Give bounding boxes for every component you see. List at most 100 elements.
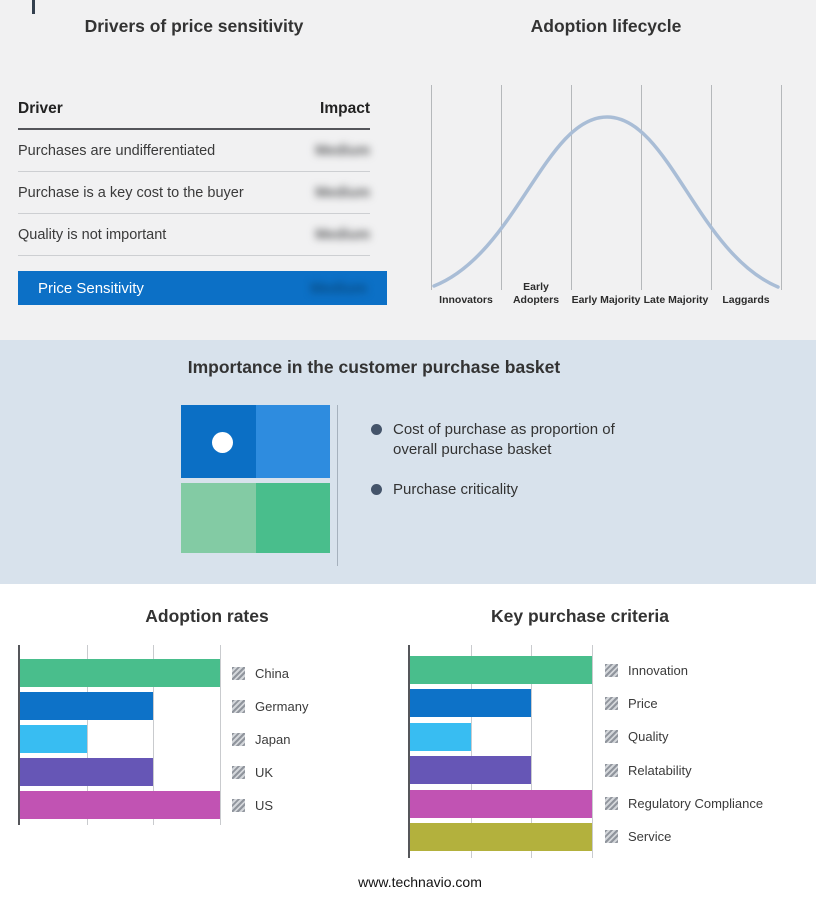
- bar-innovation: [410, 656, 592, 684]
- legend-item: UK: [232, 758, 308, 786]
- quadrant-cell-bottom-right: [256, 483, 330, 553]
- legend-swatch-icon: [232, 798, 245, 812]
- legend-label: Germany: [255, 698, 309, 714]
- legend-label: Innovation: [628, 662, 688, 678]
- price-sensitivity-label: Price Sensitivity: [38, 279, 144, 297]
- key-purchase-criteria-legend: Innovation Price Quality Relatability Re…: [605, 656, 763, 856]
- legend-item: US: [232, 791, 308, 819]
- legend-swatch-icon: [605, 830, 618, 844]
- legend-swatch-icon: [605, 730, 618, 744]
- adoption-rates-title: Adoption rates: [145, 606, 269, 626]
- footer-url: www.technavio.com: [358, 874, 482, 890]
- page-edge-mark: [32, 0, 35, 14]
- legend-label: Service: [628, 829, 672, 845]
- legend-label: Quality: [628, 729, 669, 745]
- gridline: [592, 645, 593, 858]
- table-row: Purchase is a key cost to the buyer Medi…: [18, 172, 370, 214]
- legend-label: Price: [628, 695, 658, 711]
- table-row: Quality is not important Medium: [18, 214, 370, 256]
- bar-quality: [410, 722, 471, 751]
- legend-item: Japan: [232, 725, 308, 753]
- legend-swatch-icon: [232, 666, 245, 680]
- impact-cell-blurred: Medium: [315, 184, 370, 201]
- legend-item: Innovation: [605, 656, 763, 684]
- bar-japan: [20, 725, 87, 753]
- bar-china: [20, 659, 220, 687]
- legend-label: Regulatory Compliance: [628, 796, 764, 812]
- gridline: [153, 645, 155, 825]
- legend-label: UK: [255, 764, 274, 780]
- list-item: Purchase criticality: [371, 480, 639, 500]
- lifecycle-curve-path: [432, 115, 780, 289]
- impact-cell-blurred: Medium: [315, 226, 370, 243]
- gridline: [781, 85, 782, 290]
- gridline: [501, 85, 502, 290]
- legend-item: Regulatory Compliance: [605, 790, 763, 818]
- legend-swatch-icon: [605, 696, 618, 710]
- gridline: [531, 645, 533, 858]
- table-row: Purchases are undifferentiated Medium: [18, 130, 370, 172]
- driver-cell: Quality is not important: [18, 226, 167, 243]
- drivers-table-header: Driver Impact: [18, 88, 370, 130]
- legend-item: Price: [605, 689, 763, 717]
- quadrant-axis-line: [337, 405, 338, 566]
- bullet-text: Cost of purchase as proportion of overal…: [393, 421, 615, 458]
- middle-band-background: [0, 340, 816, 584]
- gridline: [571, 85, 572, 290]
- quadrant-cell-top-right: [256, 405, 330, 478]
- legend-label: US: [255, 797, 274, 813]
- lifecycle-curve: [432, 115, 780, 289]
- stage-label-innovators: Innovators: [439, 293, 493, 306]
- legend-swatch-icon: [232, 765, 245, 779]
- lifecycle-stage-labels: Innovators Early Adopters Early Majority…: [431, 280, 781, 306]
- legend-item: China: [232, 659, 308, 687]
- bar-group: [20, 645, 220, 819]
- adoption-rates-plot: [18, 645, 221, 825]
- bar-germany: [20, 692, 154, 720]
- bullet-icon: [371, 484, 382, 495]
- driver-cell: Purchase is a key cost to the buyer: [18, 184, 244, 201]
- gridline: [641, 85, 642, 290]
- legend-swatch-icon: [605, 763, 618, 777]
- drivers-table: Driver Impact Purchases are undifferenti…: [18, 88, 370, 256]
- legend-label: Relatability: [628, 762, 692, 778]
- legend-item: Relatability: [605, 756, 763, 784]
- quadrant-cell-top-left: [181, 405, 256, 478]
- impact-cell-blurred: Medium: [315, 142, 370, 159]
- legend-item: Service: [605, 823, 763, 851]
- purchase-basket-quadrant: [181, 405, 330, 553]
- basket-bullet-list: Cost of purchase as proportion of overal…: [371, 420, 639, 521]
- bar-relatability: [410, 756, 532, 785]
- stage-label-early-majority: Early Majority: [571, 293, 641, 306]
- legend-item: Germany: [232, 692, 308, 720]
- bar-us: [20, 791, 220, 819]
- legend-item: Quality: [605, 723, 763, 751]
- bar-regulatory-compliance: [410, 789, 592, 818]
- basket-panel-title: Importance in the customer purchase bask…: [187, 357, 561, 377]
- driver-column-header: Driver: [18, 100, 63, 117]
- gridline: [470, 645, 472, 858]
- stage-label-laggards: Laggards: [722, 293, 770, 306]
- price-sensitivity-row: Price Sensitivity Medium: [18, 271, 387, 305]
- legend-swatch-icon: [232, 699, 245, 713]
- adoption-rates-legend: China Germany Japan UK US: [232, 659, 308, 824]
- bullet-icon: [371, 424, 382, 435]
- bar-group: [410, 645, 592, 851]
- legend-label: Japan: [255, 731, 291, 747]
- gridline: [220, 645, 221, 825]
- price-sensitivity-impact-blurred: Medium: [310, 279, 367, 297]
- gridline: [431, 85, 432, 290]
- lifecycle-chart: [431, 85, 782, 290]
- stage-label-early-adopters: Early Adopters: [512, 281, 560, 306]
- gridline: [86, 645, 88, 825]
- bar-service: [410, 822, 592, 851]
- legend-swatch-icon: [232, 732, 245, 746]
- bullet-text: Purchase criticality: [393, 481, 519, 498]
- legend-label: China: [255, 665, 289, 681]
- driver-cell: Purchases are undifferentiated: [18, 142, 216, 159]
- drivers-panel-title: Drivers of price sensitivity: [84, 16, 304, 36]
- gridline: [711, 85, 712, 290]
- stage-label-late-majority: Late Majority: [643, 293, 709, 306]
- legend-swatch-icon: [605, 663, 618, 677]
